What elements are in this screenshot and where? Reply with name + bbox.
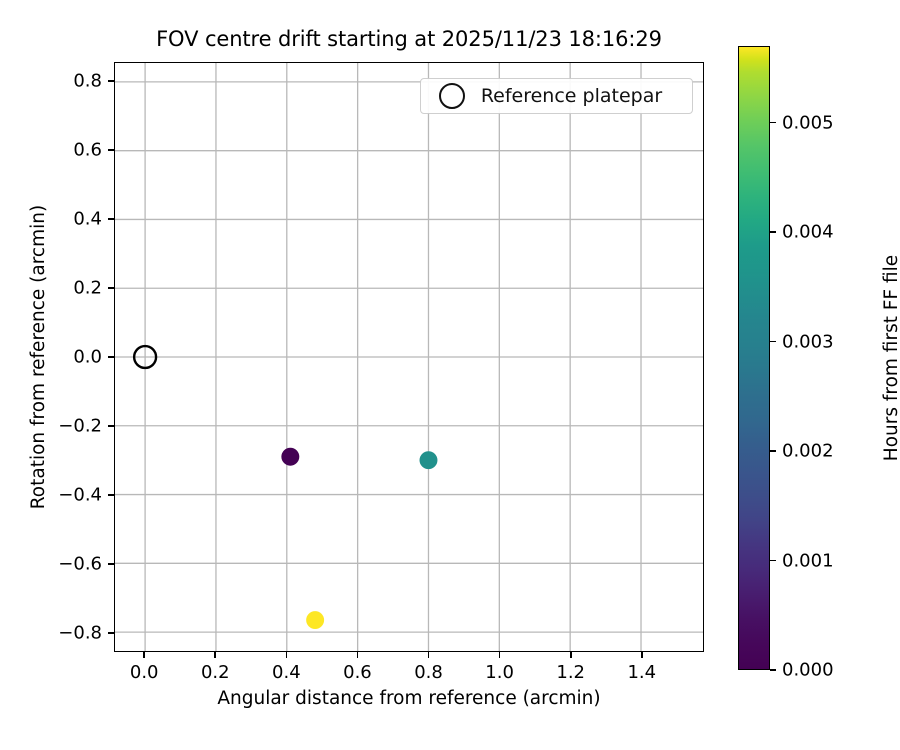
colorbar-tick: [770, 559, 776, 562]
x-axis-tick-label: 0.4: [272, 662, 301, 683]
x-axis-tick: [641, 652, 643, 658]
reference-platepar-marker: [132, 344, 158, 370]
legend-open-circle-icon: [439, 83, 465, 109]
scatter-point: [306, 611, 325, 630]
colorbar-tick-label: 0.001: [782, 550, 834, 572]
grid-layer: [115, 63, 703, 651]
y-axis-tick: [108, 287, 114, 289]
colorbar-label: Hours from first FF file: [881, 254, 900, 462]
x-axis-tick-label: 0.2: [200, 662, 230, 683]
colorbar-gradient: [738, 46, 770, 670]
y-axis-tick-label: 0.8: [73, 70, 102, 92]
colorbar-tick: [770, 669, 776, 671]
x-axis-label: Angular distance from reference (arcmin): [217, 688, 601, 709]
x-axis-tick: [143, 652, 145, 658]
x-axis-tick-label: 1.4: [627, 662, 657, 683]
colorbar-tick: [770, 121, 776, 124]
x-axis-tick-label: 0.0: [129, 662, 159, 683]
colorbar-tick: [770, 450, 776, 452]
y-axis-tick: [108, 494, 114, 496]
y-axis-tick-label: 0.2: [73, 277, 102, 299]
legend: Reference platepar: [420, 78, 693, 114]
y-axis-tick: [108, 356, 114, 358]
colorbar-tick-label: 0.002: [782, 440, 834, 462]
colorbar-tick: [770, 340, 776, 343]
plot-area: [114, 62, 704, 652]
y-axis-tick-label: −0.2: [58, 415, 102, 437]
x-axis-tick: [427, 652, 430, 658]
x-axis-tick: [356, 652, 359, 658]
x-axis-tick: [498, 652, 501, 658]
page-title: FOV centre drift starting at 2025/11/23 …: [156, 27, 662, 51]
x-axis-tick: [285, 652, 288, 658]
y-axis-tick-label: −0.6: [58, 553, 102, 575]
y-axis-tick-label: −0.8: [58, 622, 102, 644]
x-axis-tick-label: 1.0: [485, 662, 514, 683]
y-axis-label: Rotation from reference (arcmin): [28, 204, 49, 510]
x-axis-tick: [214, 652, 217, 658]
y-axis-tick-label: 0.6: [73, 139, 102, 161]
y-axis-tick: [108, 149, 114, 151]
x-axis-tick: [569, 652, 572, 658]
colorbar-tick-label: 0.003: [782, 331, 834, 353]
colorbar: 0.000 0.001 0.002 0.003 0.004 0.005: [738, 46, 834, 681]
colorbar-tick-label: 0.004: [782, 221, 834, 243]
colorbar-tick-label: 0.000: [782, 659, 834, 681]
y-axis-tick: [108, 632, 114, 634]
y-axis-tick-label: −0.4: [58, 484, 102, 506]
scatter-point: [281, 447, 300, 466]
colorbar-tick: [770, 231, 776, 233]
y-axis-tick: [108, 425, 114, 427]
y-axis-tick: [108, 563, 114, 565]
x-axis-tick-label: 0.8: [414, 662, 443, 683]
y-axis-tick: [108, 218, 114, 220]
colorbar-tick-label: 0.005: [782, 112, 834, 134]
legend-item-label: Reference platepar: [480, 85, 663, 107]
data-points-layer: [132, 344, 438, 630]
y-axis-tick-label: 0.4: [73, 208, 102, 230]
x-axis-tick-label: 0.6: [343, 662, 372, 683]
y-axis-tick: [108, 80, 114, 82]
x-axis-tick-label: 1.2: [556, 662, 586, 683]
scatter-point: [419, 451, 438, 470]
y-axis-tick-label: 0.0: [73, 346, 102, 368]
